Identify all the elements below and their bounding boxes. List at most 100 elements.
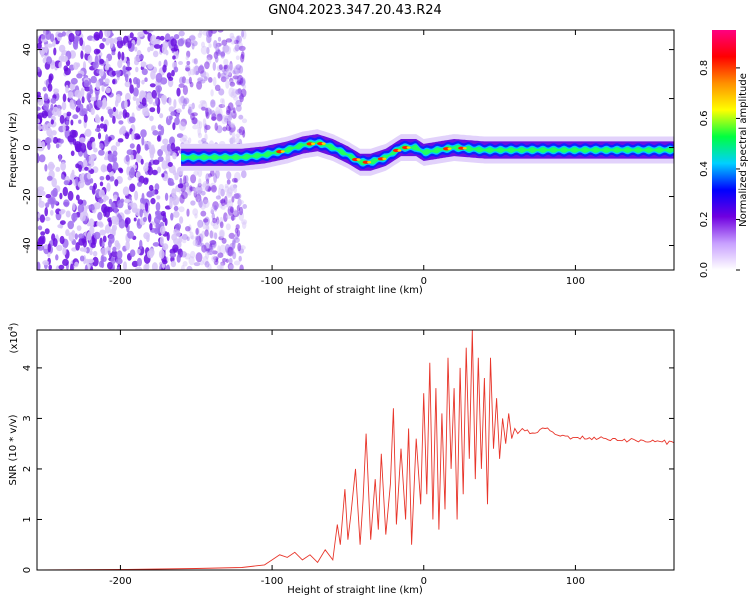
spectrogram-noise-blob bbox=[195, 235, 202, 246]
spectrogram-noise-blob bbox=[188, 35, 196, 41]
spectrogram-noise-blob bbox=[92, 256, 99, 267]
spectrogram-noise-blob bbox=[150, 70, 156, 80]
spectrogram-noise-blob bbox=[200, 242, 205, 248]
spectrogram-noise-blob bbox=[136, 257, 142, 267]
spectrogram-noise-blob bbox=[241, 219, 248, 225]
spectrogram-noise-blob bbox=[215, 195, 221, 200]
spectrogram-noise-blob bbox=[141, 192, 145, 203]
spectrogram-noise-blob bbox=[212, 256, 219, 261]
spectrogram-noise-blob bbox=[145, 202, 149, 212]
spectrogram-noise-blob bbox=[175, 223, 182, 231]
spectrogram-noise-blob bbox=[216, 113, 223, 122]
spectrogram-noise-blob bbox=[214, 111, 218, 116]
spectrogram-noise-blob bbox=[213, 232, 218, 240]
spectrogram-noise-blob bbox=[236, 80, 243, 86]
spectrogram-noise-blob bbox=[133, 217, 137, 222]
spectrogram-noise-blob bbox=[229, 139, 237, 144]
spectrogram-noise-blob bbox=[225, 214, 232, 219]
spectrogram-noise-blob bbox=[71, 169, 75, 178]
spectrogram-noise-blob bbox=[37, 153, 40, 163]
spectrogram-noise-blob bbox=[196, 120, 201, 127]
spectrogram-noise-blob bbox=[190, 235, 195, 240]
y-tick-label: 0 bbox=[22, 567, 33, 573]
spectrogram-noise-blob bbox=[223, 58, 229, 66]
spectrogram-peak-halo bbox=[321, 142, 326, 145]
spectrogram-noise-blob bbox=[185, 55, 189, 61]
spectrogram-noise-blob bbox=[236, 74, 244, 85]
spectrogram-noise-blob bbox=[238, 114, 244, 120]
spectrogram-noise-blob bbox=[202, 219, 207, 230]
spectrogram-noise-blob bbox=[235, 192, 242, 200]
spectrogram-noise-blob bbox=[112, 150, 118, 157]
spectrogram-noise-blob bbox=[209, 101, 216, 107]
spectrogram-noise-blob bbox=[205, 222, 210, 231]
spectrogram-noise-blob bbox=[219, 199, 225, 204]
spectrogram-noise-blob bbox=[124, 217, 131, 225]
spectrogram-noise-blob bbox=[166, 143, 172, 152]
spectrogram-noise-blob bbox=[161, 160, 168, 170]
spectrogram-noise-blob bbox=[236, 128, 243, 134]
spectrogram-noise-blob bbox=[224, 185, 230, 193]
spectrogram-noise-blob bbox=[99, 229, 107, 236]
y-tick-label: 0 bbox=[22, 144, 33, 150]
spectrogram-noise-blob bbox=[233, 39, 239, 45]
spectrogram-noise-blob bbox=[229, 122, 236, 128]
snr-scale-exp: 4 bbox=[7, 326, 15, 331]
spectrogram-noise-blob bbox=[143, 165, 149, 172]
spectrogram-noise-blob bbox=[226, 246, 233, 256]
spectrogram-noise-blob bbox=[90, 75, 97, 84]
spectrogram-noise-blob bbox=[61, 101, 67, 111]
spectrogram-noise-blob bbox=[212, 76, 217, 87]
spectrogram-noise-blob bbox=[228, 232, 235, 239]
y-tick-label: -20 bbox=[22, 188, 33, 204]
spectrogram-noise-blob bbox=[95, 91, 99, 101]
spectrogram-noise-blob bbox=[48, 75, 53, 84]
spectrogram-noise-blob bbox=[112, 106, 117, 112]
spectrogram-noise-blob bbox=[79, 110, 87, 117]
spectrogram-noise-blob bbox=[190, 250, 196, 259]
spectrogram-noise-blob bbox=[217, 113, 224, 121]
spectrogram-noise-blob bbox=[191, 102, 195, 110]
spectrogram-noise-blob bbox=[47, 243, 51, 253]
spectrogram-noise-blob bbox=[43, 102, 49, 111]
spectrogram-noise-blob bbox=[57, 108, 62, 118]
spectrogram-noise-blob bbox=[72, 39, 78, 50]
spectrogram-noise-blob bbox=[231, 249, 235, 255]
spectrogram-noise-blob bbox=[42, 86, 47, 92]
spectrogram-noise-blob bbox=[79, 37, 84, 47]
spectrogram-noise-blob bbox=[157, 87, 161, 97]
spectrogram-noise-blob bbox=[76, 194, 80, 201]
spectrogram-noise-blob bbox=[102, 97, 107, 107]
spectrogram-noise-blob bbox=[105, 87, 111, 94]
spectrogram-noise-blob bbox=[235, 64, 242, 70]
spectrogram-noise-blob bbox=[101, 85, 105, 92]
spectrogram-noise-blob bbox=[240, 78, 246, 86]
spectrogram-noise-blob bbox=[239, 264, 244, 270]
spectrogram-noise-blob bbox=[198, 121, 203, 129]
spectrogram-noise-blob bbox=[232, 238, 236, 245]
spectrogram-noise-blob bbox=[195, 185, 203, 195]
spectrogram-noise-blob bbox=[115, 257, 123, 265]
spectrogram-noise-blob bbox=[146, 234, 150, 243]
spectrogram-noise-blob bbox=[106, 182, 111, 192]
spectrogram-noise-blob bbox=[89, 96, 97, 102]
spectrogram-noise-blob bbox=[228, 137, 236, 144]
spectrogram-noise-blob bbox=[44, 43, 48, 54]
spectrogram-noise-blob bbox=[218, 229, 225, 239]
spectrogram-noise-blob bbox=[203, 76, 208, 82]
spectrogram-noise-blob bbox=[160, 125, 165, 136]
spectrogram-noise-blob bbox=[105, 57, 109, 67]
spectrogram-noise-blob bbox=[205, 30, 212, 38]
spectrogram-noise-blob bbox=[220, 198, 226, 207]
spectrogram-noise-blob bbox=[85, 246, 90, 254]
spectrogram-noise-blob bbox=[156, 166, 162, 174]
spectrogram-noise-blob bbox=[66, 111, 72, 117]
spectrogram-noise-blob bbox=[192, 124, 199, 130]
spectrogram-noise-blob bbox=[119, 168, 124, 174]
spectrogram-noise-blob bbox=[229, 81, 236, 87]
spectrogram-noise-blob bbox=[233, 208, 238, 216]
spectrogram-noise-blob bbox=[205, 107, 209, 118]
spectrogram-noise-blob bbox=[221, 67, 226, 73]
spectrogram-noise-blob bbox=[195, 235, 198, 244]
